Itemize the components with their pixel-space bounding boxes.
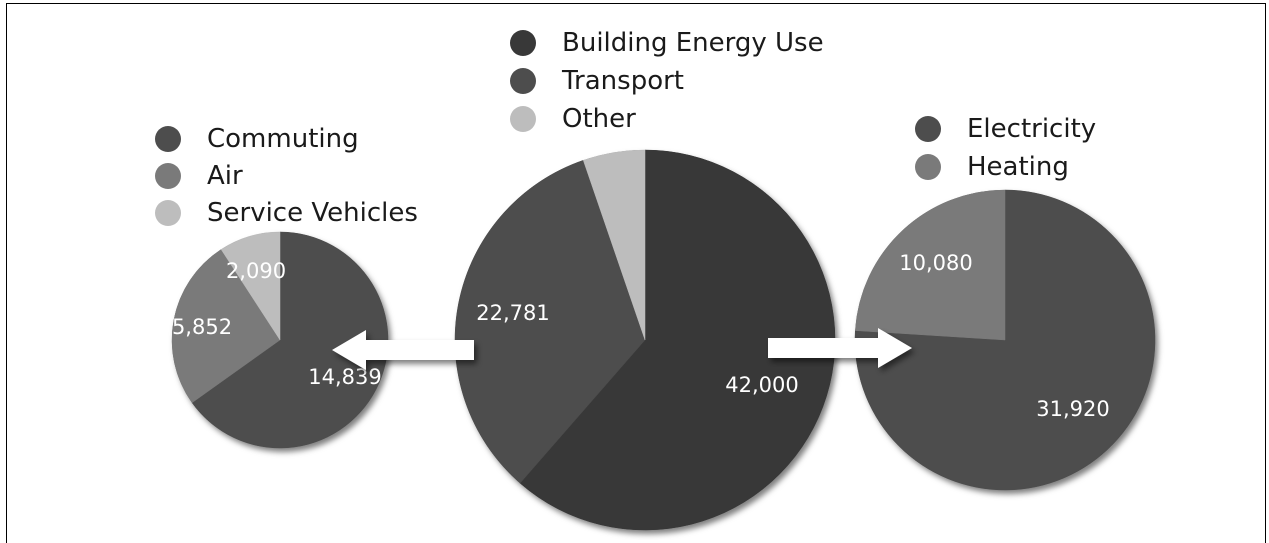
- legend-swatch: [510, 106, 536, 132]
- legend-item: Electricity: [915, 110, 1096, 148]
- slice-value-label: 42,000: [725, 373, 798, 397]
- pie-slice-building-energy-use: [519, 149, 836, 531]
- legend-swatch: [155, 125, 181, 152]
- legend-label: Other: [562, 104, 636, 134]
- pie-slice-electricity: [854, 189, 1156, 491]
- legend-label: Building Energy Use: [562, 28, 824, 58]
- legend-swatch: [510, 30, 536, 56]
- legend-swatch: [915, 154, 941, 180]
- slice-value-label: 31,920: [1036, 397, 1109, 421]
- legend-swatch: [155, 162, 181, 189]
- legend-item: Transport: [510, 62, 824, 100]
- legend-swatch: [155, 199, 181, 226]
- legend-item: Service Vehicles: [155, 194, 418, 231]
- legend-label: Transport: [562, 66, 685, 96]
- legend-label: Service Vehicles: [207, 197, 418, 228]
- legend-label: Commuting: [207, 123, 359, 154]
- total-legend: Building Energy Use Transport Other: [510, 24, 824, 138]
- legend-item: Heating: [915, 148, 1096, 186]
- building-energy-pie: 31,920 10,080: [854, 189, 1156, 491]
- legend-swatch: [915, 116, 941, 142]
- pie-slice-heating: [855, 189, 1006, 341]
- transport-legend: Commuting Air Service Vehicles: [155, 120, 418, 231]
- legend-swatch: [510, 68, 536, 94]
- pie-slice-other: [582, 149, 646, 341]
- pie-slice-commuting: [191, 231, 389, 449]
- legend-item: Air: [155, 157, 418, 194]
- legend-label: Heating: [967, 152, 1069, 182]
- slice-value-label: 14,839: [308, 365, 381, 389]
- slice-value-label: 5,852: [172, 315, 232, 339]
- legend-item: Building Energy Use: [510, 24, 824, 62]
- pie-slice-transport: [454, 159, 646, 484]
- slice-value-label: 10,080: [899, 251, 972, 275]
- slice-value-label: 2,090: [226, 259, 286, 283]
- legend-label: Electricity: [967, 114, 1097, 144]
- legend-item: Other: [510, 100, 824, 138]
- pie-slice-air: [171, 249, 281, 404]
- building-energy-legend: Electricity Heating: [915, 110, 1096, 186]
- pie-slice-service-vehicles: [220, 231, 281, 341]
- arrow-right: [768, 328, 912, 368]
- arrow-left: [332, 330, 474, 370]
- slice-value-label: 22,781: [476, 301, 549, 325]
- transport-pie: 14,839 5,852 2,090: [171, 231, 389, 449]
- legend-label: Air: [207, 160, 243, 191]
- legend-item: Commuting: [155, 120, 418, 157]
- total-pie: 42,000 22,781: [454, 149, 836, 531]
